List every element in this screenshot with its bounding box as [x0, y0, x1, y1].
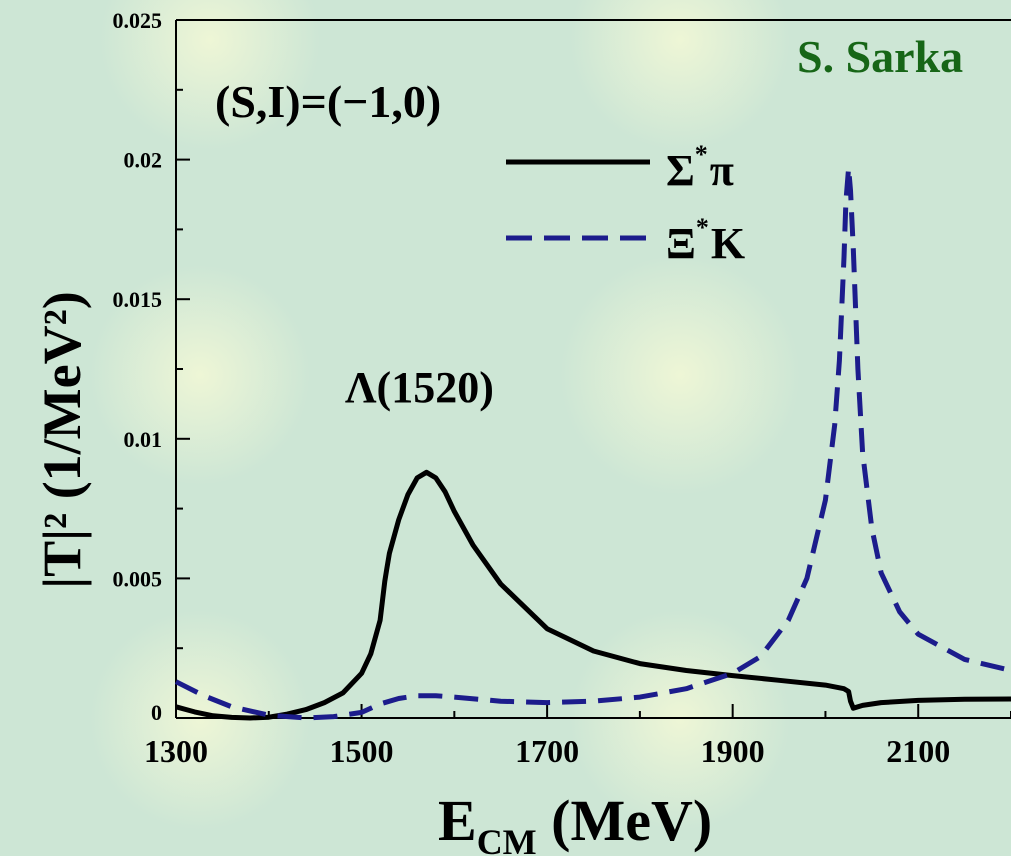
axes: 0 0.005 0.01 0.015 0.02 0.025 1300 1500 1700 1900…: [113, 8, 1011, 769]
series-line-sigma-pi: [175, 469, 1011, 721]
legend-label-xi-k: Ξ*K: [666, 213, 745, 268]
x-axis-label-sub: CM: [477, 822, 537, 856]
x-tick-label: 1500: [330, 733, 394, 769]
x-axis-label-main: E: [438, 788, 477, 853]
legend-sup-sigma: *: [695, 140, 708, 169]
legend-label-sigma-pi: Σ*π: [666, 140, 734, 195]
y-tick-label: 0.01: [124, 427, 163, 452]
series-layer: [174, 165, 1011, 721]
x-tick-label: 1900: [701, 733, 765, 769]
y-tick-label: 0.015: [113, 287, 163, 312]
legend-sup-xi: *: [696, 213, 709, 242]
legend: Σ*π Ξ*K: [506, 140, 745, 268]
x-tick-label: 1700: [515, 733, 579, 769]
author-label: S. Sarka: [797, 31, 963, 82]
y-tick-label: 0.005: [113, 566, 163, 591]
x-tick-label: 2100: [886, 733, 950, 769]
y-tick-label: 0.02: [124, 148, 163, 173]
y-tick-label: 0.025: [113, 8, 163, 33]
legend-main-sigma: Σ: [666, 146, 695, 195]
x-axis-label: ECM (MeV): [438, 788, 712, 856]
legend-after-xi: K: [711, 219, 745, 268]
legend-main-xi: Ξ: [666, 219, 696, 268]
series-line-xi-k: [174, 165, 1011, 721]
y-axis-label: |T|² (1/MeV²): [32, 291, 92, 589]
y-tick-label: 0: [151, 700, 162, 725]
annotation-label: (S,I)=(−1,0): [215, 76, 441, 127]
peak-label: Λ(1520): [345, 363, 494, 412]
legend-after-sigma: π: [710, 146, 734, 195]
x-tick-label: 1300: [144, 733, 208, 769]
x-axis-label-unit: (MeV): [537, 788, 713, 853]
